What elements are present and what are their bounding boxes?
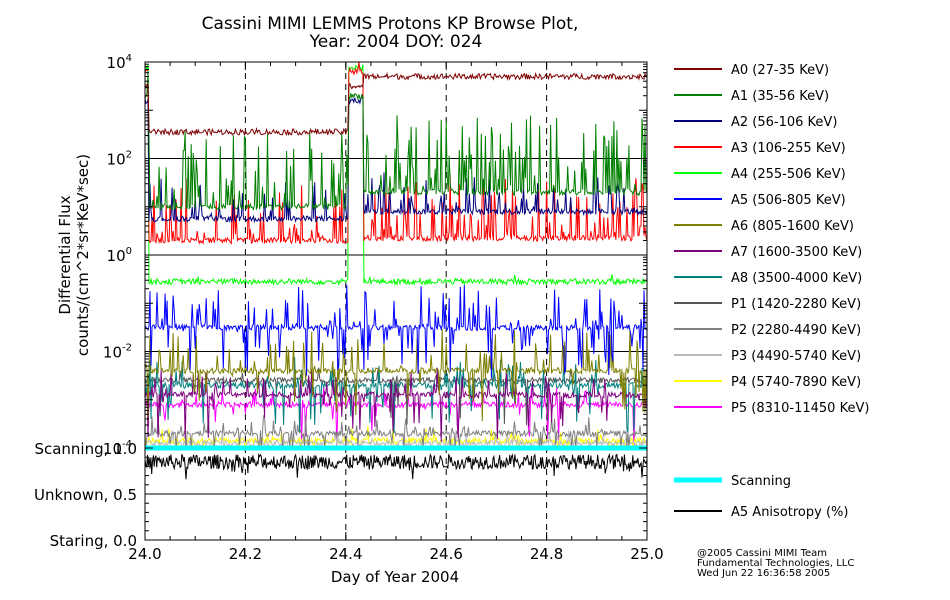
series-line <box>144 367 648 442</box>
series-line <box>144 71 648 137</box>
legend-label: A8 (3500-4000 KeV) <box>731 271 862 286</box>
y-tick-base: 10 <box>107 247 126 265</box>
x-tick-label: 24.4 <box>329 545 362 563</box>
plot-frame <box>144 61 648 541</box>
series-line <box>144 426 648 449</box>
credit-line: Fundamental Technologies, LLC <box>697 558 854 569</box>
legend-label: A2 (56-106 KeV) <box>731 115 837 130</box>
lower-y-label: Scanning, 1.0 <box>34 440 137 458</box>
legend-label: A1 (35-56 KeV) <box>731 89 829 104</box>
legend-label: P1 (1420-2280 KeV) <box>731 297 861 312</box>
legend-label: A3 (106-255 KeV) <box>731 141 846 156</box>
legend-label: A7 (1600-3500 KeV) <box>731 245 862 260</box>
tick-labels: 24.0 24.2 24.4 24.6 24.8 25.010410210010-210-… <box>34 53 664 563</box>
legend-label: P3 (4490-5740 KeV) <box>731 349 861 364</box>
y-tick-exponent: 0 <box>126 246 132 257</box>
series-line <box>145 414 648 449</box>
legend-label: A4 (255-506 KeV) <box>731 167 846 182</box>
y-tick-exponent: 4 <box>126 53 132 64</box>
series-line <box>144 329 648 422</box>
series-line <box>144 63 648 287</box>
y-tick-exponent: 2 <box>126 150 132 161</box>
y-tick-exponent: -2 <box>122 343 132 354</box>
legend-label: P4 (5740-7890 KeV) <box>731 375 861 390</box>
series-line <box>144 70 648 212</box>
credit-line: Wed Jun 22 16:36:58 2005 <box>697 568 830 579</box>
legend-label: A5 (506-805 KeV) <box>731 193 846 208</box>
y-tick-label: 100 <box>107 246 132 265</box>
y-tick-base: 10 <box>103 440 122 458</box>
credits: @2005 Cassini MIMI Team Fundamental Tech… <box>697 548 854 579</box>
anisotropy-line <box>144 452 648 480</box>
lower-y-label: Unknown, 0.5 <box>34 486 137 504</box>
y-tick-label: 10-4 <box>103 439 132 458</box>
credit-line: @2005 Cassini MIMI Team <box>697 548 827 559</box>
lower-panel <box>144 445 648 480</box>
series-line <box>144 284 648 379</box>
y-tick-base: 10 <box>103 344 122 362</box>
legend-label: P2 (2280-4490 KeV) <box>731 323 861 338</box>
axes-frame <box>144 61 648 541</box>
y-tick-base: 10 <box>107 151 126 169</box>
chart-title: Cassini MIMI LEMMS Protons KP Browse Plo… <box>202 14 579 34</box>
y-tick-exponent: -4 <box>122 439 132 450</box>
x-tick-label: 24.0 <box>128 545 161 563</box>
x-tick-label: 24.8 <box>530 545 563 563</box>
x-tick-label: 24.2 <box>229 545 262 563</box>
x-tick-label: 24.6 <box>429 545 462 563</box>
lower-y-label: Staring, 0.0 <box>50 532 137 550</box>
y-tick-label: 10-2 <box>103 343 132 362</box>
title-group: Cassini MIMI LEMMS Protons KP Browse Plo… <box>202 14 579 52</box>
legend-label: P5 (8310-11450 KeV) <box>731 401 869 416</box>
legend-label: A6 (805-1600 KeV) <box>731 219 854 234</box>
legend-label: A5 Anisotropy (%) <box>731 505 848 520</box>
legend-label: Scanning <box>731 474 791 489</box>
y-axis-label: Differential Flux <box>56 195 74 314</box>
grid <box>145 61 647 540</box>
x-axis-label: Day of Year 2004 <box>331 568 459 586</box>
y-tick-base: 10 <box>107 54 126 72</box>
series-line <box>144 61 648 246</box>
x-tick-label: 25.0 <box>630 545 663 563</box>
legend: A0 (27-35 KeV) A1 (35-56 KeV) A2 (56-106 K… <box>674 63 869 520</box>
y-tick-label: 102 <box>107 150 132 169</box>
series-line <box>144 97 648 224</box>
legend-label: A0 (27-35 KeV) <box>731 63 829 78</box>
chart-subtitle: Year: 2004 DOY: 024 <box>309 32 483 52</box>
y-tick-label: 104 <box>107 53 132 72</box>
y-axis-units: counts/(cm^2*sr*KeV*sec) <box>74 154 92 356</box>
